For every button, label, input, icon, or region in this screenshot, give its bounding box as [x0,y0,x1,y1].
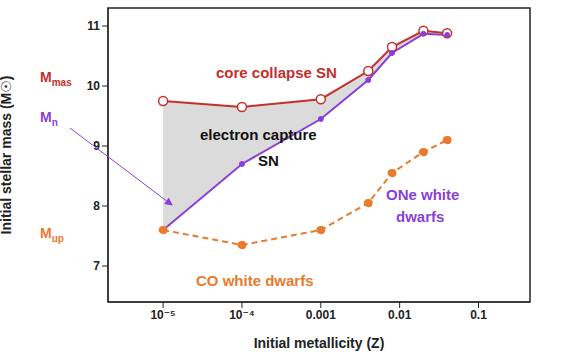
svg-text:0.1: 0.1 [470,308,487,322]
svg-text:10: 10 [87,79,101,93]
svg-text:Initial metallicity (Z): Initial metallicity (Z) [254,335,385,351]
svg-text:Mn: Mn [40,109,58,128]
svg-text:11: 11 [87,19,100,33]
svg-text:10⁻⁵: 10⁻⁵ [150,308,175,322]
svg-text:SN: SN [258,152,279,169]
svg-text:0.01: 0.01 [388,308,412,322]
svg-text:9: 9 [93,139,100,153]
svg-text:0.001: 0.001 [306,308,336,322]
svg-text:Initial stellar mass (M☉): Initial stellar mass (M☉) [8,76,14,235]
svg-text:electron capture: electron capture [200,126,317,143]
svg-text:CO white dwarfs: CO white dwarfs [196,272,314,289]
svg-text:Mup: Mup [40,225,64,244]
svg-text:Mmas: Mmas [40,69,72,88]
svg-text:7: 7 [93,259,100,273]
svg-text:8: 8 [93,199,100,213]
svg-text:ONe white: ONe white [386,186,459,203]
svg-text:dwarfs: dwarfs [396,208,444,225]
svg-text:10⁻⁴: 10⁻⁴ [229,308,255,322]
svg-text:core collapse SN: core collapse SN [216,64,337,81]
